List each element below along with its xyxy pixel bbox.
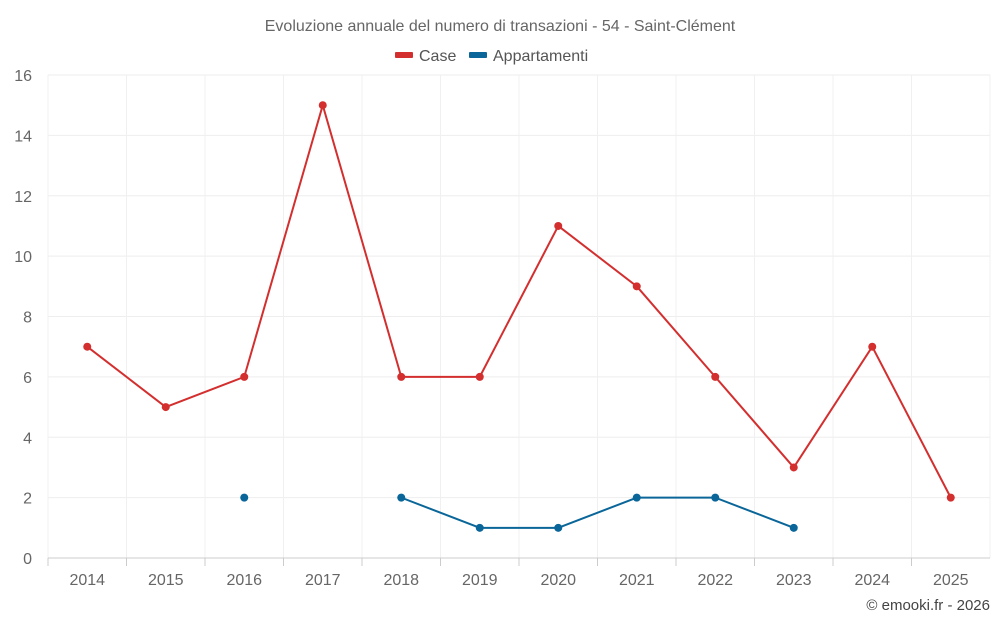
data-point[interactable]	[789, 523, 798, 532]
y-tick-label: 6	[23, 370, 32, 387]
series-line	[400, 496, 795, 529]
x-tick-label: 2023	[776, 572, 812, 589]
y-tick-label: 2	[23, 491, 32, 508]
data-point[interactable]	[632, 282, 641, 291]
x-tick-label: 2014	[69, 572, 105, 589]
data-point[interactable]	[554, 523, 563, 532]
x-tick-label: 2015	[148, 572, 184, 589]
credit-text: © emooki.fr - 2026	[866, 597, 990, 614]
y-tick-label: 14	[14, 128, 32, 145]
y-tick-label: 4	[23, 430, 32, 447]
x-tick-label: 2025	[933, 572, 969, 589]
series-layer	[83, 101, 955, 532]
data-point[interactable]	[711, 493, 720, 502]
x-tick-label: 2017	[305, 572, 341, 589]
data-point[interactable]	[397, 493, 406, 502]
series-line	[86, 104, 952, 499]
data-point[interactable]	[868, 342, 877, 351]
y-tick-label: 8	[23, 310, 32, 327]
x-tick-label: 2018	[383, 572, 419, 589]
y-tick-label: 0	[23, 551, 32, 568]
legend-label-case: Case	[419, 48, 456, 65]
legend: Case Appartamenti	[395, 48, 588, 65]
data-point[interactable]	[475, 523, 484, 532]
data-point[interactable]	[83, 342, 92, 351]
x-tick-label: 2020	[540, 572, 576, 589]
series-1	[240, 493, 798, 532]
data-point[interactable]	[554, 221, 563, 230]
data-point[interactable]	[789, 463, 798, 472]
chart-title: Evoluzione annuale del numero di transaz…	[265, 18, 736, 35]
legend-swatch-case	[395, 52, 413, 58]
data-point[interactable]	[632, 493, 641, 502]
data-point[interactable]	[711, 372, 720, 381]
x-tick-label: 2016	[226, 572, 262, 589]
y-tick-label: 16	[14, 68, 32, 85]
data-point[interactable]	[240, 493, 249, 502]
legend-item-appartamenti[interactable]: Appartamenti	[469, 48, 588, 65]
legend-label-appartamenti: Appartamenti	[493, 48, 588, 65]
y-tick-label: 12	[14, 189, 32, 206]
y-tick-label: 10	[14, 249, 32, 266]
x-axis-ticks: 2014 2015 2016 2017 2018 2019 2020 2021 2022 2023…	[47, 558, 969, 589]
x-tick-label: 2021	[619, 572, 655, 589]
data-point[interactable]	[397, 372, 406, 381]
data-point[interactable]	[240, 372, 249, 381]
grid	[47, 74, 991, 558]
data-point[interactable]	[946, 493, 955, 502]
legend-swatch-appartamenti	[469, 52, 487, 58]
x-tick-label: 2024	[854, 572, 890, 589]
data-point[interactable]	[318, 101, 327, 110]
data-point[interactable]	[161, 403, 170, 412]
x-tick-label: 2019	[462, 572, 498, 589]
x-tick-label: 2022	[697, 572, 733, 589]
legend-item-case[interactable]: Case	[395, 48, 456, 65]
data-point[interactable]	[475, 372, 484, 381]
y-axis-ticks: 0 2 4 6 8 10 12 14 16	[14, 68, 32, 568]
series-0	[83, 101, 955, 502]
